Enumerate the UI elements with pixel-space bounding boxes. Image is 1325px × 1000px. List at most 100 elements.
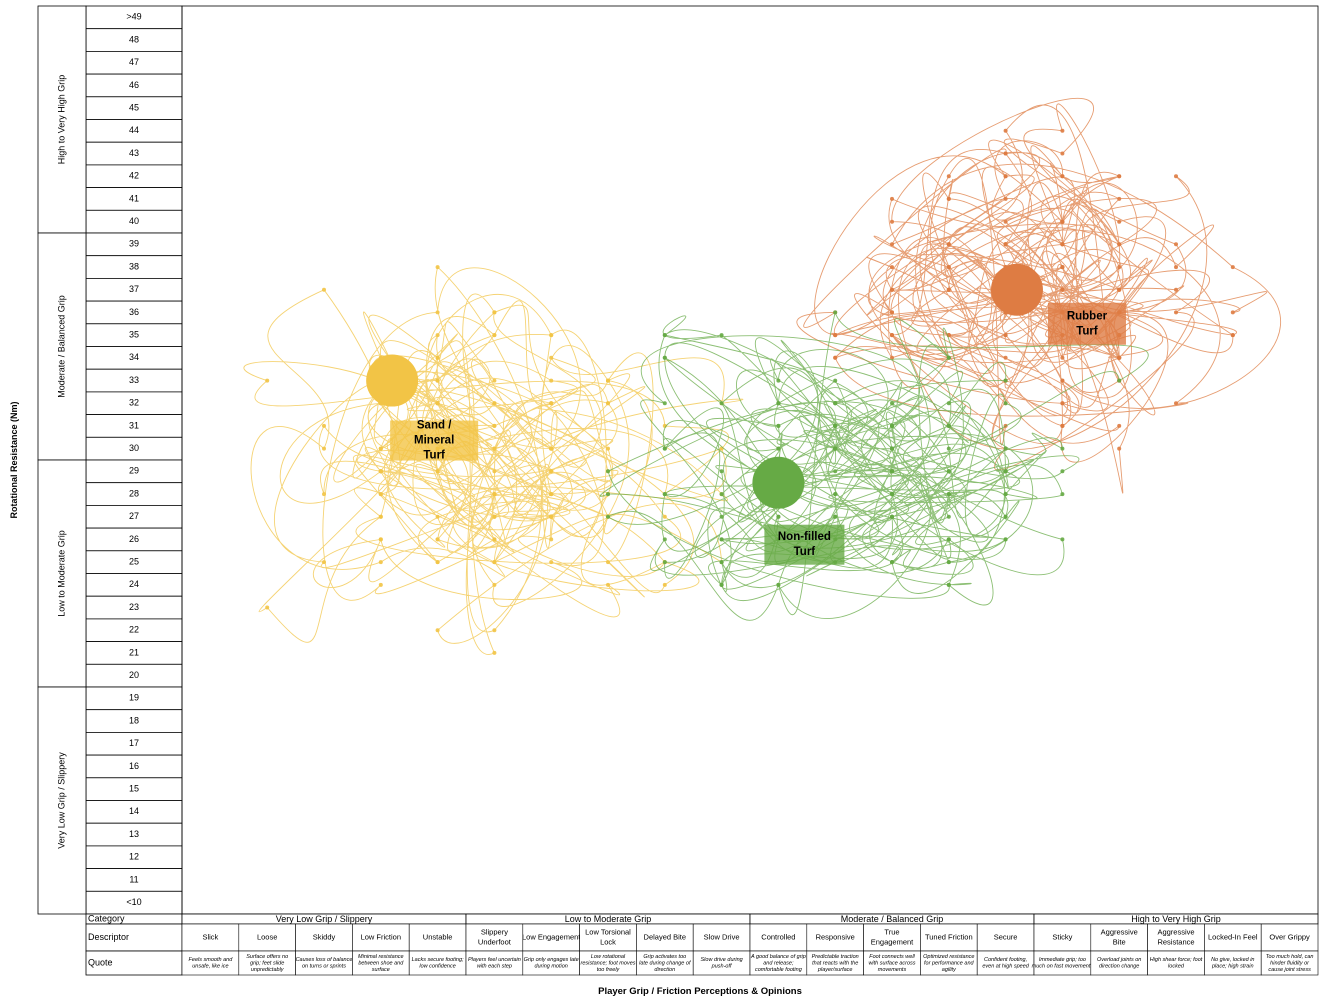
data-point <box>1230 310 1235 315</box>
x-quote: Predictable traction that reacts with the… <box>812 954 859 973</box>
data-point <box>719 469 724 474</box>
x-quote-cell <box>1147 950 1205 976</box>
data-point <box>492 514 497 519</box>
data-point <box>776 401 781 406</box>
data-point <box>833 355 838 360</box>
data-point <box>890 446 894 451</box>
series-line <box>243 266 744 655</box>
data-point <box>662 355 667 360</box>
x-quote: Too much hold, can hinder fluidity or caus… <box>1266 954 1314 973</box>
x-descriptor-cell <box>1090 923 1148 952</box>
x-descriptor: Responsive <box>816 932 855 941</box>
data-point <box>435 378 440 383</box>
y-tick-label: 47 <box>129 57 139 67</box>
data-point <box>946 537 951 542</box>
data-point <box>890 514 894 519</box>
data-point <box>946 582 951 587</box>
data-point <box>1117 355 1122 360</box>
x-descriptor: Delayed Bite <box>644 932 687 941</box>
data-point <box>378 560 383 565</box>
plot-border <box>181 5 1319 915</box>
y-axis-label: Rotational Resistance (Nm) <box>9 401 19 518</box>
x-quote-cell <box>863 950 921 976</box>
y-tick-label: 48 <box>129 34 139 44</box>
data-point <box>435 560 440 565</box>
data-point <box>1117 219 1122 224</box>
data-point <box>890 469 894 474</box>
x-descriptor: Aggressive Bite <box>1101 927 1138 946</box>
x-quote: Lacks secure footing; low confidence <box>412 957 464 970</box>
data-point <box>378 469 383 474</box>
data-point <box>606 514 610 519</box>
data-point <box>1060 423 1065 428</box>
series-label-box <box>764 524 845 565</box>
data-point <box>719 514 724 519</box>
data-point <box>719 582 724 587</box>
data-point <box>1003 469 1008 474</box>
data-point <box>662 560 667 565</box>
x-descriptor-cell <box>920 923 978 952</box>
series-label: Sand / Mineral Turf <box>414 420 454 462</box>
data-point <box>492 628 497 633</box>
data-point <box>662 401 667 406</box>
data-point <box>946 560 951 565</box>
data-point <box>492 310 497 315</box>
x-quote: Overload joints on direction change <box>1097 957 1141 970</box>
data-point <box>1003 151 1008 156</box>
x-quote: Low rotational resistance; foot moves too … <box>580 954 635 973</box>
data-point <box>946 174 951 179</box>
y-tick-label: 45 <box>129 103 139 113</box>
data-point <box>492 560 497 565</box>
data-point <box>1174 401 1178 406</box>
data-point <box>719 333 724 338</box>
data-point <box>1060 265 1065 270</box>
series-label: Non-filled Turf <box>778 531 831 558</box>
y-group-cell <box>37 5 87 234</box>
data-point <box>776 582 781 587</box>
x-table-header: Descriptor <box>88 932 129 942</box>
x-quote-cell <box>976 950 1035 976</box>
data-point <box>1117 378 1122 383</box>
data-point <box>435 537 440 542</box>
series-layer: Sand / Mineral Turf Rubber Turf Non-filled Tur… <box>243 97 1281 655</box>
data-point <box>492 537 497 542</box>
y-tick-label: 27 <box>129 511 139 521</box>
series-marker-1: Rubber Turf <box>990 263 1126 345</box>
x-quote: Slow drive during push-off <box>701 957 744 970</box>
data-point <box>1174 174 1178 179</box>
data-point <box>322 287 326 292</box>
data-point <box>776 378 781 383</box>
x-table-header-cell <box>85 950 183 976</box>
x-descriptor: Loose <box>257 932 277 941</box>
data-point <box>776 514 781 519</box>
x-quote-cell <box>408 950 467 976</box>
data-point <box>833 423 838 428</box>
data-point <box>549 446 554 451</box>
data-point <box>265 378 270 383</box>
data-point <box>549 401 554 406</box>
y-tick-label: 36 <box>129 307 139 317</box>
data-point <box>1003 196 1008 201</box>
y-group-label: Moderate / Balanced Grip <box>56 295 66 398</box>
data-point <box>1060 401 1065 406</box>
x-descriptor-cell <box>749 923 808 952</box>
x-descriptor-cell <box>295 923 353 952</box>
data-point <box>1060 287 1065 292</box>
data-point <box>549 355 554 360</box>
x-quote-cell <box>1204 950 1262 976</box>
x-descriptor-cell <box>238 923 296 952</box>
x-descriptor-cell <box>1033 923 1092 952</box>
y-tick-label: 35 <box>129 330 139 340</box>
data-point <box>1003 446 1008 451</box>
data-point <box>549 514 554 519</box>
data-point <box>322 560 326 565</box>
x-quote: Grip activates too late during change of d… <box>639 954 691 973</box>
data-point <box>719 492 724 497</box>
data-point <box>1230 333 1235 338</box>
x-axis-label: Player Grip / Friction Perceptions & Opi… <box>598 986 802 997</box>
y-tick-label: 22 <box>129 625 139 635</box>
x-table-header-cell <box>85 923 183 952</box>
y-tick-label: 40 <box>129 216 139 226</box>
y-tick-label: >49 <box>126 12 141 22</box>
